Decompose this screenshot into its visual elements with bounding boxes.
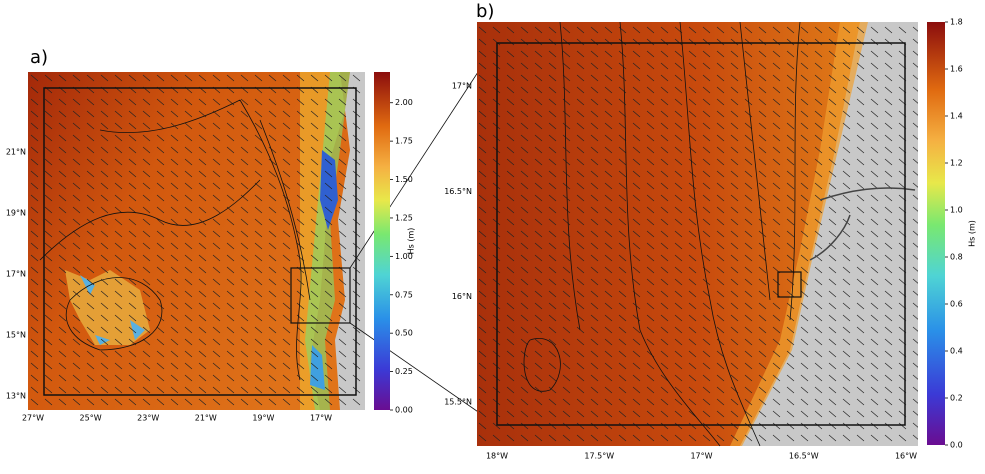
lon-label: 25°W xyxy=(80,414,102,423)
panel-label: b) xyxy=(476,1,494,22)
lon-label: 21°W xyxy=(195,414,217,423)
map-b xyxy=(477,21,918,447)
colorbar-tick-label: 1.0 xyxy=(950,206,963,215)
colorbar-tick-label: 2.00 xyxy=(395,98,413,107)
colorbar-tick-label: 0.6 xyxy=(950,300,963,309)
colorbar-tick-label: 1.50 xyxy=(395,175,413,184)
lon-label: 17.5°W xyxy=(584,452,614,461)
lat-label: 16°N xyxy=(452,292,472,301)
lat-label: 16.5°N xyxy=(444,187,472,196)
colorbar-tick-label: 0.50 xyxy=(395,329,413,338)
lon-label: 17°W xyxy=(310,414,332,423)
lat-label: 19°N xyxy=(6,209,26,218)
colorbar-label: Hs (m) xyxy=(968,220,977,247)
colorbar-tick-label: 1.25 xyxy=(395,213,413,222)
lon-label: 17°W xyxy=(690,452,712,461)
colorbar-tick-label: 0.75 xyxy=(395,290,413,299)
lon-label: 16°W xyxy=(895,452,917,461)
colorbar-tick-label: 1.2 xyxy=(950,159,963,168)
colorbar-tick-label: 0.25 xyxy=(395,367,413,376)
colorbar-tick-label: 0.4 xyxy=(950,347,963,356)
colorbar-tick-label: 0.0 xyxy=(950,441,963,450)
lon-label: 23°W xyxy=(137,414,159,423)
colorbar-tick-label: 1.8 xyxy=(950,18,963,27)
colorbar-tick-label: 0.8 xyxy=(950,253,963,262)
lon-label: 18°W xyxy=(486,452,508,461)
lat-label: 21°N xyxy=(6,148,26,157)
colorbar-tick-label: 1.6 xyxy=(950,65,963,74)
colorbar-tick-label: 1.4 xyxy=(950,112,963,121)
colorbar-b xyxy=(927,22,945,445)
lon-label: 27°W xyxy=(22,414,44,423)
lon-label: 19°W xyxy=(252,414,274,423)
lat-label: 17°N xyxy=(452,82,472,91)
colorbar-tick-label: 0.00 xyxy=(395,406,413,415)
colorbar-tick-label: 1.00 xyxy=(395,252,413,261)
lat-label: 13°N xyxy=(6,392,26,401)
colorbar-tick-label: 0.2 xyxy=(950,394,963,403)
lat-label: 15°N xyxy=(6,331,26,340)
colorbar-a xyxy=(374,72,390,410)
colorbar-label: Hs (m) xyxy=(407,228,416,255)
lon-label: 16.5°W xyxy=(789,452,819,461)
colorbar-tick-label: 1.75 xyxy=(395,137,413,146)
map-a xyxy=(28,72,365,410)
lat-label: 17°N xyxy=(6,270,26,279)
panel-label: a) xyxy=(30,47,48,68)
lat-label: 15.5°N xyxy=(444,398,472,407)
